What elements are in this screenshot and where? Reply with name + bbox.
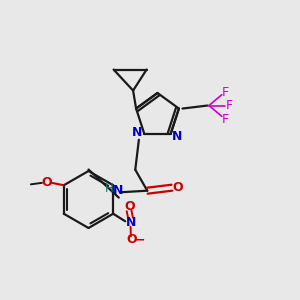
Text: N: N bbox=[125, 216, 136, 229]
Text: O: O bbox=[127, 233, 137, 246]
Text: F: F bbox=[226, 99, 233, 112]
Text: H: H bbox=[104, 182, 113, 195]
Text: N: N bbox=[132, 126, 142, 139]
Text: F: F bbox=[222, 112, 229, 125]
Text: −: − bbox=[135, 234, 145, 247]
Text: O: O bbox=[172, 181, 183, 194]
Text: N: N bbox=[172, 130, 182, 143]
Text: O: O bbox=[41, 176, 52, 189]
Text: O: O bbox=[124, 200, 135, 213]
Text: F: F bbox=[222, 85, 229, 98]
Text: N: N bbox=[113, 184, 123, 197]
